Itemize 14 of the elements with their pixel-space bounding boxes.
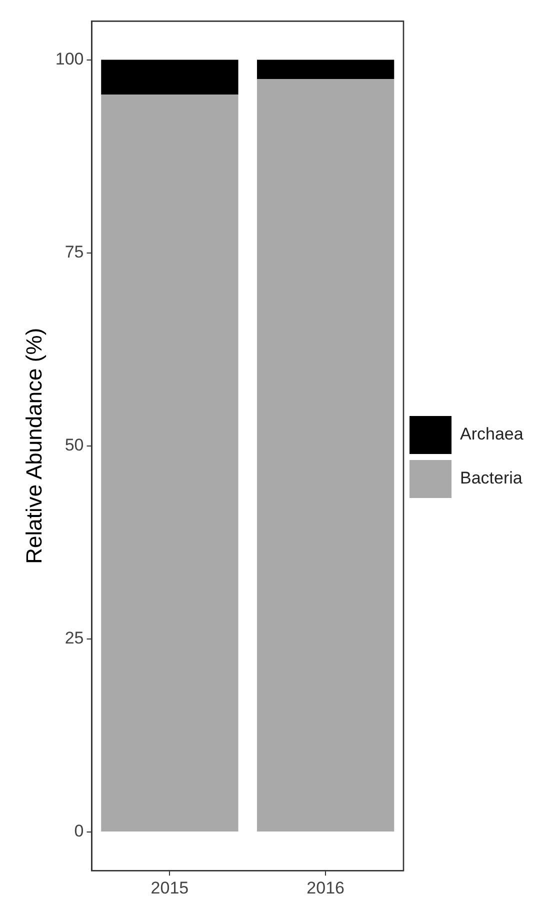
legend-label: Archaea	[460, 424, 524, 444]
y-tick-label: 25	[64, 628, 84, 648]
x-tick-label: 2015	[150, 878, 189, 898]
y-tick-label: 50	[64, 436, 84, 455]
bar	[256, 60, 394, 80]
legend-label: Bacteria	[460, 468, 523, 488]
bar	[256, 79, 394, 832]
y-tick-label: 0	[74, 822, 84, 841]
bar	[101, 60, 238, 95]
y-tick-label: 75	[64, 242, 84, 262]
y-tick-label: 100	[55, 49, 84, 68]
x-tick-label: 2016	[306, 878, 344, 898]
bar	[101, 94, 238, 832]
y-axis-title: Relative Abundance (%)	[21, 328, 46, 564]
